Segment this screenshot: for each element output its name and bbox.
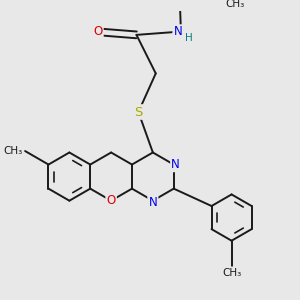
Text: CH₃: CH₃ [225, 0, 244, 8]
Text: O: O [106, 194, 116, 207]
Text: H: H [185, 33, 192, 43]
Text: N: N [174, 26, 182, 38]
Text: N: N [148, 196, 157, 209]
Text: N: N [171, 158, 180, 171]
Text: O: O [93, 26, 103, 38]
Text: S: S [134, 106, 142, 118]
Text: CH₃: CH₃ [222, 268, 241, 278]
Text: CH₃: CH₃ [3, 146, 22, 156]
